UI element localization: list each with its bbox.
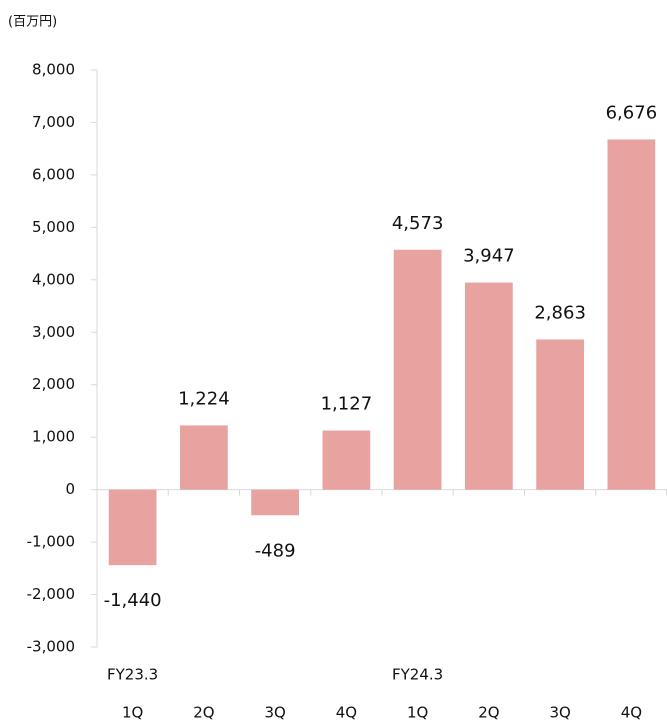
x-tick-label: 1Q — [122, 704, 143, 722]
value-label: -489 — [255, 540, 296, 561]
value-label: 2,863 — [534, 302, 586, 323]
bar — [322, 430, 371, 490]
bar — [607, 139, 656, 490]
x-tick-label: 3Q — [264, 704, 285, 722]
bar — [251, 489, 299, 516]
y-tick-label: 3,000 — [32, 323, 75, 341]
y-tick-label: 7,000 — [32, 113, 75, 131]
y-tick-label: 6,000 — [32, 165, 75, 183]
bar — [393, 249, 442, 490]
y-tick-label: 5,000 — [32, 218, 75, 236]
value-label: 3,947 — [463, 246, 515, 267]
value-label: 6,676 — [606, 102, 658, 123]
y-tick-label: 4,000 — [32, 270, 75, 288]
x-tick-label: 2Q — [478, 704, 499, 722]
x-tick-label: 4Q — [621, 704, 642, 722]
bar — [180, 425, 228, 490]
y-tick-label: -1,000 — [27, 533, 75, 551]
y-tick-label: 2,000 — [32, 375, 75, 393]
y-tick-label: 0 — [65, 480, 75, 498]
y-tick-label: -3,000 — [27, 638, 75, 656]
bar — [108, 489, 157, 566]
y-tick-label: 8,000 — [32, 61, 75, 79]
y-tick-label: -2,000 — [27, 585, 75, 603]
value-label: 1,224 — [178, 388, 230, 409]
y-tick-label: 1,000 — [32, 428, 75, 446]
value-label: 1,127 — [321, 394, 373, 415]
value-label: 4,573 — [392, 213, 444, 234]
x-group-label: FY24.3 — [392, 666, 443, 684]
bar — [465, 282, 513, 490]
x-tick-label: 3Q — [549, 704, 570, 722]
x-group-label: FY23.3 — [107, 666, 158, 684]
y-axis-label: (百万円) — [8, 15, 57, 30]
value-label: -1,440 — [104, 590, 162, 611]
x-tick-label: 4Q — [336, 704, 357, 722]
x-tick-label: 1Q — [407, 704, 428, 722]
x-tick-label: 2Q — [193, 704, 214, 722]
bar — [536, 339, 584, 490]
